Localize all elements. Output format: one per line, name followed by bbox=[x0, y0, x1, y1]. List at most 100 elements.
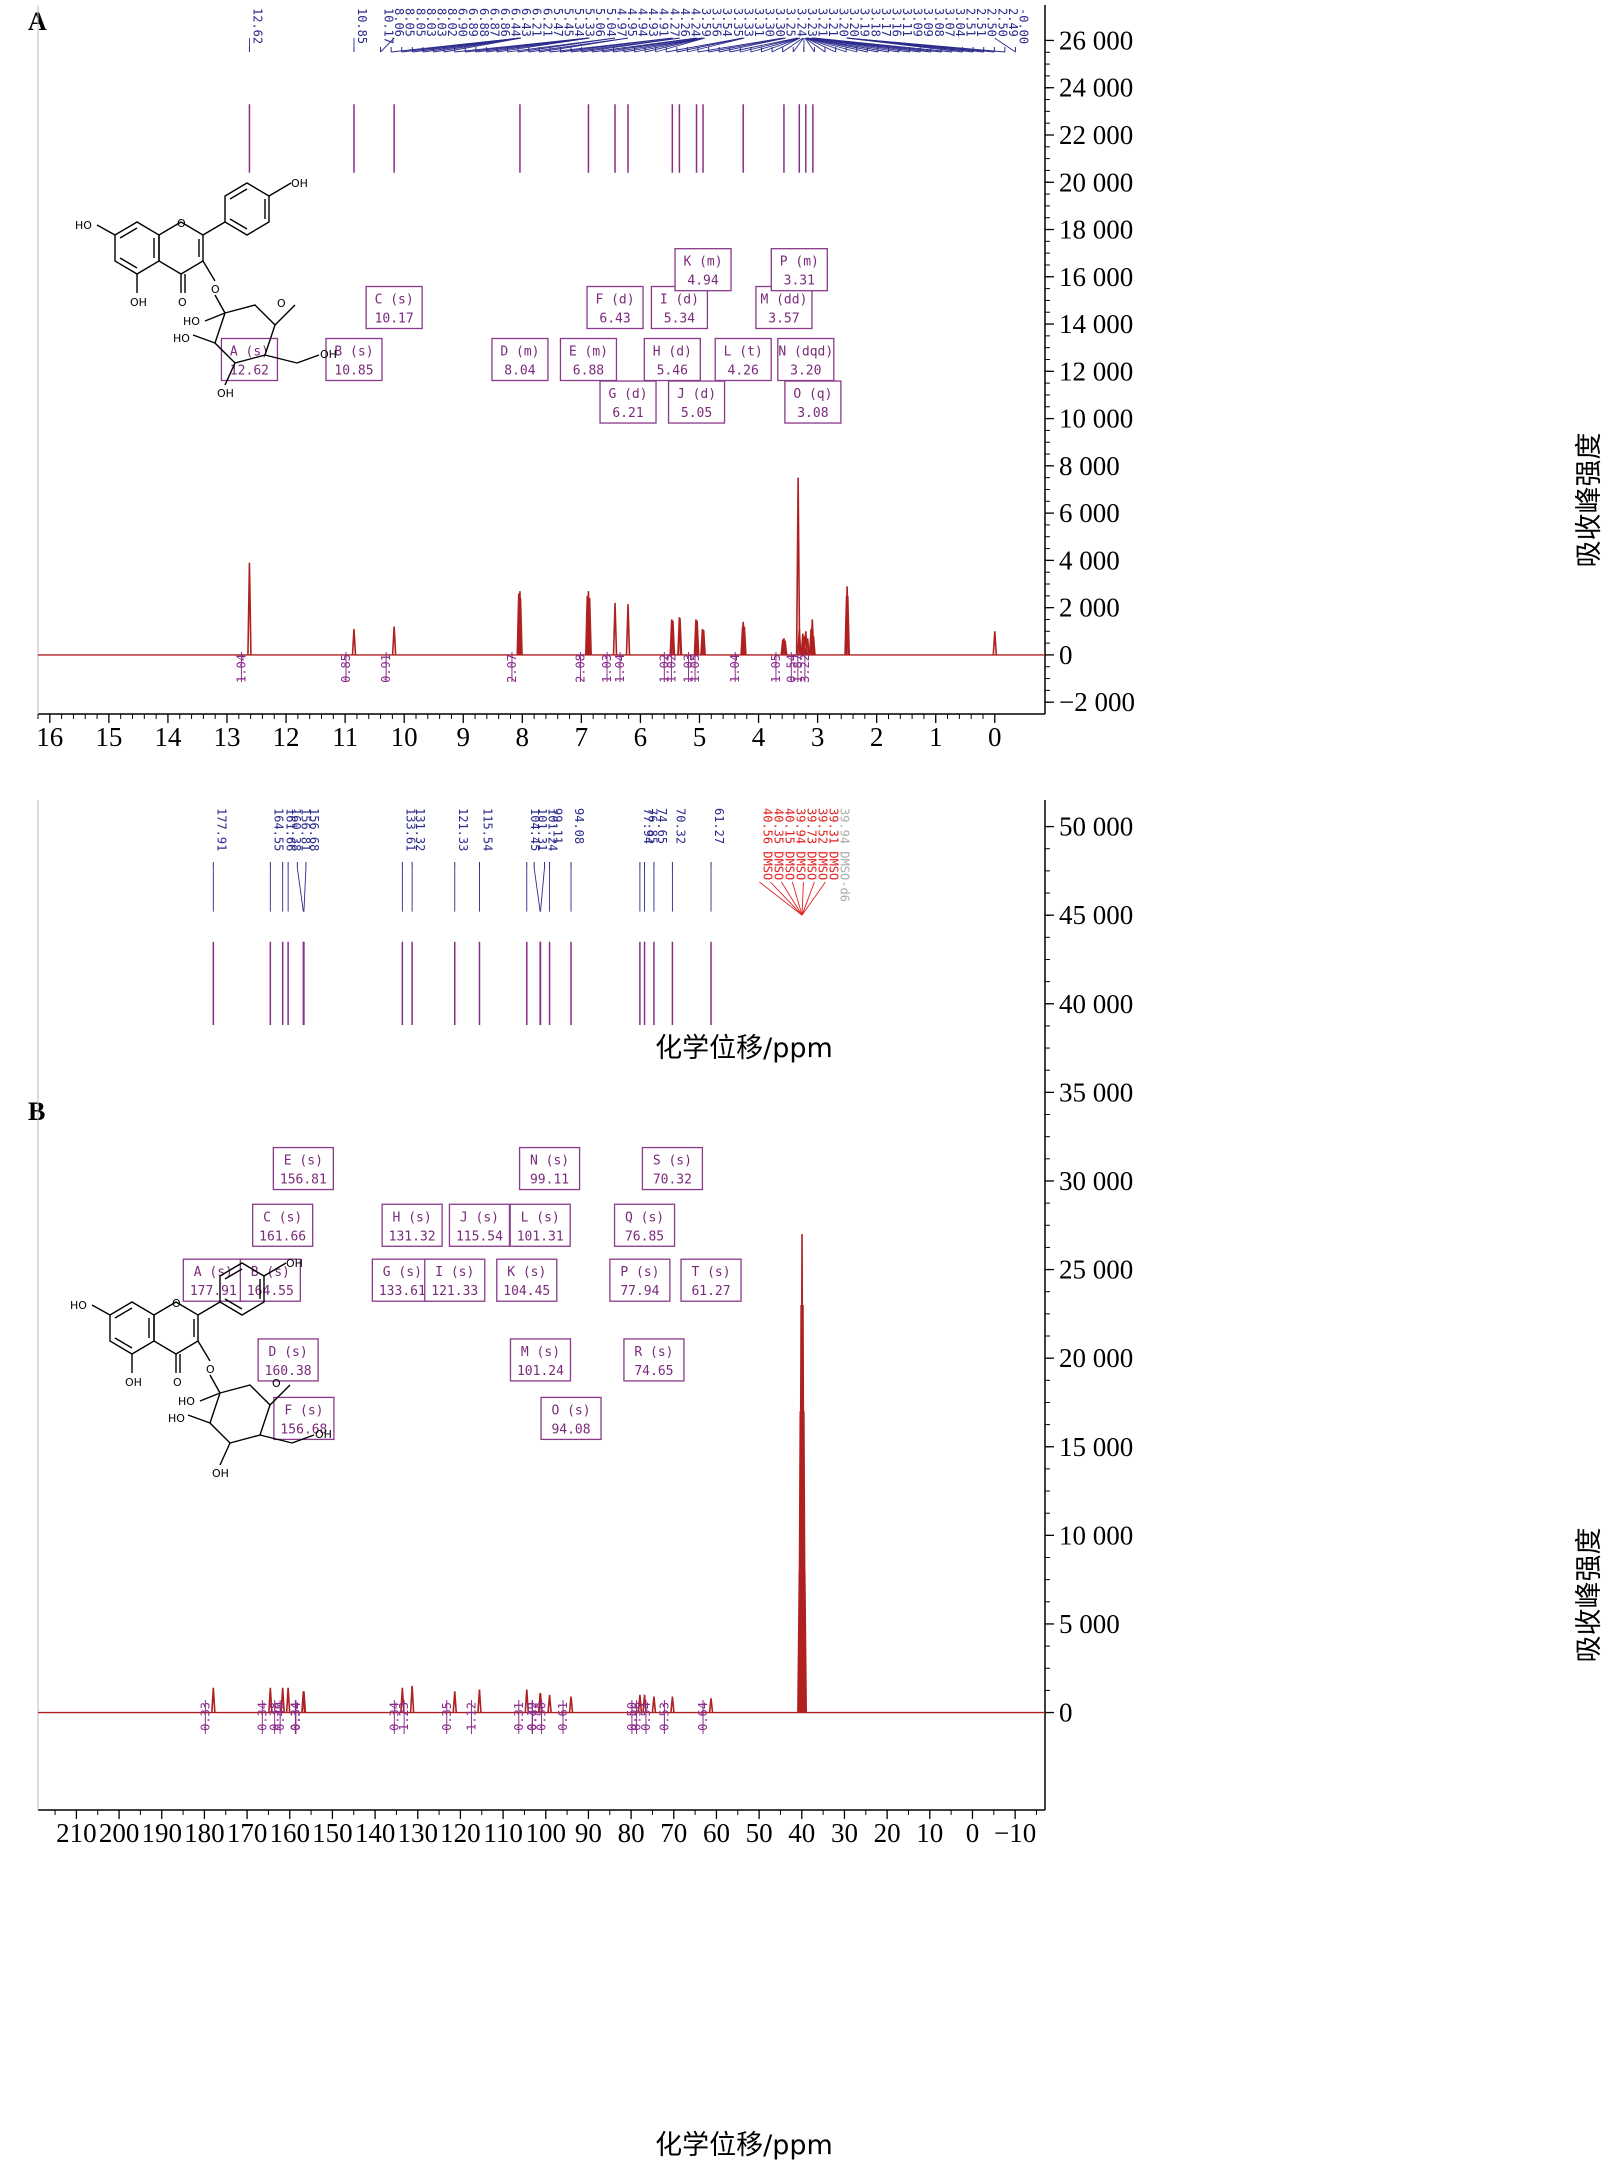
panel-b-y-tick-label: 25 000 bbox=[1059, 1255, 1133, 1285]
struct-a-glyco-o: O bbox=[211, 283, 220, 296]
struct-a-ring-o: O bbox=[177, 217, 186, 230]
panel-a-multiplet-shift: 4.94 bbox=[687, 274, 718, 289]
panel-b-multiplet-label: T (s) bbox=[691, 1265, 730, 1280]
panel-a-multiplet-label: K (m) bbox=[683, 255, 722, 270]
panel-b-x-tick-label: −10 bbox=[994, 1818, 1036, 1848]
panel-a-peak-label: -0.00 bbox=[1016, 8, 1030, 44]
panel-b-x-tick-label: 0 bbox=[966, 1818, 980, 1848]
panel-b-peak-label: 121.33 bbox=[456, 808, 470, 851]
panel-a-y-tick-label: 26 000 bbox=[1059, 25, 1133, 55]
panel-b-multiplet-shift: 131.32 bbox=[389, 1229, 436, 1244]
panel-b-peak-label: 156.68 bbox=[307, 808, 321, 851]
panel-b-multiplet-label: M (s) bbox=[521, 1345, 560, 1360]
struct-b-ho-3: HO bbox=[178, 1395, 195, 1408]
struct-a-oh-6: OH bbox=[320, 348, 337, 361]
panel-b-solvent-connector bbox=[759, 882, 802, 915]
panel-a-y-tick-label: 22 000 bbox=[1059, 120, 1133, 150]
panel-a-x-tick-label: 7 bbox=[575, 722, 589, 752]
struct-a-ho-2: HO bbox=[173, 332, 190, 345]
panel-a-x-tick-label: 12 bbox=[273, 722, 300, 752]
panel-a-multiplet-label: E (m) bbox=[569, 345, 608, 360]
panel-a-peak-label: 10.85 bbox=[355, 8, 369, 44]
panel-a-multiplet-label: I (d) bbox=[660, 293, 699, 308]
panel-b-multiplet-shift: 70.32 bbox=[653, 1173, 692, 1188]
panel-b-label-connector bbox=[534, 868, 540, 912]
panel-a-x-tick-label: 0 bbox=[988, 722, 1002, 752]
panel-a-multiplet-shift: 12.62 bbox=[230, 364, 269, 379]
struct-b-oh-6: OH bbox=[315, 1428, 332, 1441]
struct-b-oh-4: OH bbox=[212, 1467, 229, 1480]
panel-a-x-tick-label: 3 bbox=[811, 722, 825, 752]
panel-a-multiplet-label: C (s) bbox=[375, 293, 414, 308]
struct-a-oh-4p: OH bbox=[291, 177, 308, 190]
panel-b-label-connector bbox=[297, 868, 303, 912]
panel-a-multiplet-label: M (dd) bbox=[760, 293, 807, 308]
panel-b-x-tick-label: 40 bbox=[788, 1818, 815, 1848]
panel-b-xlabel: 化学位移/ppm bbox=[655, 2130, 833, 2161]
struct-b-oh-5: OH bbox=[125, 1376, 142, 1389]
panel-b-x-tick-label: 170 bbox=[227, 1818, 268, 1848]
panel-b-y-tick-label: 0 bbox=[1059, 1698, 1073, 1728]
panel-b-y-tick-label: 20 000 bbox=[1059, 1343, 1133, 1373]
panel-b-multiplet-shift: 101.31 bbox=[517, 1229, 564, 1244]
panel-a-multiplet-shift: 10.85 bbox=[334, 364, 373, 379]
panel-a-multiplet-shift: 3.57 bbox=[768, 312, 799, 327]
panel-a-x-tick-label: 2 bbox=[870, 722, 884, 752]
panel-b-multiplet-label: C (s) bbox=[263, 1210, 302, 1225]
panel-a-x-tick-label: 6 bbox=[634, 722, 648, 752]
panel-a-multiplet-label: L (t) bbox=[724, 345, 763, 360]
panel-a-multiplet-shift: 5.05 bbox=[681, 406, 712, 421]
panel-a-multiplet-shift: 3.08 bbox=[797, 406, 828, 421]
panel-a-multiplet-shift: 6.43 bbox=[599, 312, 630, 327]
panel-b-multiplet-label: E (s) bbox=[284, 1154, 323, 1169]
panel-b-solvent-connector bbox=[781, 882, 802, 915]
panel-a-y-tick-label: 14 000 bbox=[1059, 309, 1133, 339]
panel-b-x-tick-label: 20 bbox=[874, 1818, 901, 1848]
panel-b-multiplet-shift: 76.85 bbox=[625, 1229, 664, 1244]
panel-a-multiplet-shift: 10.17 bbox=[375, 312, 414, 327]
panel-b-multiplet-shift: 121.33 bbox=[431, 1284, 478, 1299]
panel-b-multiplet-label: S (s) bbox=[653, 1154, 692, 1169]
panel-b-peak-label: 164.55 bbox=[271, 808, 285, 851]
panel-b-x-tick-label: 120 bbox=[440, 1818, 481, 1848]
panel-a-multiplet-shift: 8.04 bbox=[504, 364, 535, 379]
panel-b-y-tick-label: 30 000 bbox=[1059, 1166, 1133, 1196]
panel-b-multiplet-label: D (s) bbox=[269, 1345, 308, 1360]
molecule-structure-a: HO OH O O OH O O HO HO OH OH bbox=[75, 177, 337, 400]
panel-b-x-tick-label: 210 bbox=[56, 1818, 97, 1848]
panel-a-y-tick-label: 10 000 bbox=[1059, 404, 1133, 434]
panel-b-y-tick-label: 35 000 bbox=[1059, 1077, 1133, 1107]
panel-b-x-tick-label: 190 bbox=[141, 1818, 182, 1848]
panel-b-x-tick-label: 60 bbox=[703, 1818, 730, 1848]
panel-b-letter: B bbox=[28, 1097, 45, 1126]
panel-a-x-tick-label: 8 bbox=[516, 722, 530, 752]
panel-b-x-tick-label: 150 bbox=[312, 1818, 353, 1848]
panel-b-solvent-connector bbox=[802, 882, 825, 915]
panel-b-y-tick-label: 50 000 bbox=[1059, 812, 1133, 842]
panel-a-x-tick-label: 16 bbox=[36, 722, 63, 752]
panel-b-peak-label: 94.08 bbox=[572, 808, 586, 844]
panel-b-multiplet-label: K (s) bbox=[507, 1265, 546, 1280]
panel-b-multiplet-shift: 133.61 bbox=[379, 1284, 426, 1299]
panel-a-multiplet-label: G (d) bbox=[608, 387, 647, 402]
panel-b-x-tick-label: 140 bbox=[355, 1818, 396, 1848]
panel-b-label-connector bbox=[540, 868, 544, 912]
panel-b-multiplet-shift: 164.55 bbox=[247, 1284, 294, 1299]
panel-b-x-tick-label: 10 bbox=[916, 1818, 943, 1848]
panel-a-multiplet-label: N (dqd) bbox=[778, 345, 833, 360]
struct-b-pyran-o: O bbox=[272, 1377, 281, 1390]
panel-b-peak-label: 99.11 bbox=[551, 808, 565, 844]
panel-b-multiplet-shift: 77.94 bbox=[620, 1284, 659, 1299]
panel-b-multiplet-label: P (s) bbox=[620, 1265, 659, 1280]
panel-b-multiplet-shift: 156.81 bbox=[280, 1173, 327, 1188]
struct-b-ho-2: HO bbox=[168, 1412, 185, 1425]
panel-a-multiplet-label: J (d) bbox=[677, 387, 716, 402]
panel-a-x-tick-label: 9 bbox=[456, 722, 470, 752]
struct-b-keto-o: O bbox=[173, 1376, 182, 1389]
panel-b-multiplet-label: O (s) bbox=[551, 1403, 590, 1418]
panel-b-multiplet-label: F (s) bbox=[284, 1403, 323, 1418]
panel-b-x-tick-label: 80 bbox=[618, 1818, 645, 1848]
panel-b-multiplet-shift: 101.24 bbox=[517, 1364, 564, 1379]
panel-a-x-tick-label: 13 bbox=[213, 722, 240, 752]
